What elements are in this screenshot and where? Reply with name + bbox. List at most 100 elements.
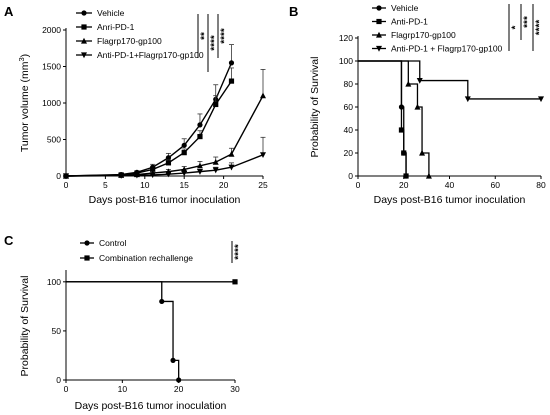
x-tick-label-a: 0 bbox=[64, 180, 69, 190]
y-tick-label-b: 0 bbox=[348, 171, 353, 181]
y-tick-label-b: 60 bbox=[344, 102, 354, 112]
data-point-b bbox=[403, 173, 409, 179]
series-b-3 bbox=[358, 60, 544, 103]
data-point-c bbox=[232, 279, 238, 285]
data-point-a bbox=[165, 155, 172, 161]
panel-b: 0 20 40 60 80 0 20 40 60 80 100 120 Days post-B16 tu… bbox=[309, 3, 546, 206]
panel-c: 0 10 20 30 0 50 100 Days post-B16 tumor inocula… bbox=[19, 238, 244, 412]
y-tick-label-b: 40 bbox=[344, 125, 354, 135]
data-point-b bbox=[416, 77, 423, 84]
data-point-a bbox=[213, 101, 219, 108]
x-tick-label-b: 80 bbox=[536, 180, 546, 190]
data-point-a bbox=[228, 78, 235, 84]
legend-marker-c bbox=[84, 240, 90, 246]
x-tick-label-c: 20 bbox=[174, 384, 184, 394]
legend-label-b: Vehicle bbox=[391, 3, 419, 13]
y-tick-label-b: 80 bbox=[344, 79, 354, 89]
x-tick-label-a: 10 bbox=[140, 180, 150, 190]
series-a-1 bbox=[63, 67, 235, 179]
y-axis-title-sup: 3 bbox=[17, 57, 26, 61]
x-tick-label-b: 20 bbox=[399, 180, 409, 190]
y-axis-title-end: ) bbox=[19, 54, 31, 58]
y-tick-label-b: 20 bbox=[344, 148, 354, 158]
y-axis-title-c: Probability of Survival bbox=[19, 276, 31, 377]
data-point-b bbox=[425, 172, 432, 179]
y-tick-label-c: 50 bbox=[52, 326, 62, 336]
data-point-b bbox=[398, 127, 405, 133]
x-axis-title-b: Days post-B16 tumor inoculation bbox=[374, 194, 526, 206]
legend-label-a: Vehicle bbox=[97, 8, 125, 18]
legend-label-b: Flagrp170-gp100 bbox=[391, 30, 456, 40]
legend-label-a: Flagrp170-gp100 bbox=[97, 36, 162, 46]
series-a-2 bbox=[63, 69, 266, 179]
legend-label-a: Anri-PD-1 bbox=[97, 22, 135, 32]
legend-label-a: Anti-PD-1+Flagrp170-gp100 bbox=[97, 50, 204, 60]
x-tick-label-c: 0 bbox=[64, 384, 69, 394]
data-point-a bbox=[149, 172, 156, 179]
x-tick-label-c: 30 bbox=[230, 384, 240, 394]
legend-marker-a bbox=[81, 37, 87, 44]
data-point-a bbox=[165, 171, 172, 178]
legend-label-c: Combination rechallenge bbox=[99, 253, 193, 263]
data-point-a bbox=[260, 92, 266, 99]
panel-letter-c: C bbox=[4, 233, 14, 248]
series-a-3 bbox=[63, 136, 266, 180]
series-line-a bbox=[65, 62, 233, 177]
data-point-a bbox=[212, 167, 219, 174]
series-b-2 bbox=[358, 60, 432, 179]
significance-stars-b: * bbox=[510, 25, 521, 29]
series-c-1 bbox=[66, 279, 238, 285]
data-point-b bbox=[414, 103, 421, 110]
data-point-b bbox=[419, 149, 426, 156]
x-tick-label-a: 20 bbox=[219, 180, 229, 190]
y-tick-label-c: 100 bbox=[47, 277, 61, 287]
data-point-a bbox=[196, 169, 203, 175]
x-tick-label-b: 40 bbox=[445, 180, 455, 190]
significance-stars-a: **** bbox=[209, 35, 220, 51]
x-tick-label-b: 60 bbox=[491, 180, 501, 190]
data-point-a bbox=[181, 170, 188, 177]
y-axis-title-b: Probability of Survival bbox=[309, 57, 321, 158]
data-point-a bbox=[63, 173, 69, 180]
survival-curve-b bbox=[358, 60, 541, 100]
panel-letter-b: B bbox=[289, 4, 298, 19]
legend-marker-a bbox=[81, 10, 87, 16]
significance-stars-c: **** bbox=[233, 244, 244, 260]
y-tick-label-a: 1000 bbox=[42, 98, 61, 108]
data-point-a bbox=[197, 122, 203, 128]
y-tick-label-a: 500 bbox=[47, 135, 61, 145]
data-point-a bbox=[118, 173, 125, 179]
legend-marker-b bbox=[376, 18, 382, 25]
data-point-a bbox=[181, 142, 187, 148]
survival-curve-b bbox=[358, 60, 407, 176]
data-point-a bbox=[165, 160, 172, 166]
y-tick-label-b: 120 bbox=[339, 33, 353, 43]
legend-marker-a bbox=[81, 52, 87, 59]
survival-curve-b bbox=[358, 60, 407, 176]
y-tick-label-a: 2000 bbox=[42, 25, 61, 35]
data-point-a bbox=[212, 158, 219, 165]
data-point-a bbox=[133, 172, 140, 179]
y-axis-title-a: Tumor volume (mm3) bbox=[17, 54, 31, 152]
legend-marker-a bbox=[81, 24, 87, 30]
y-tick-label-a: 1500 bbox=[42, 62, 61, 72]
data-point-a bbox=[196, 162, 203, 169]
series-line-a bbox=[65, 80, 233, 177]
series-b-1 bbox=[358, 60, 409, 179]
y-tick-label-c: 0 bbox=[56, 375, 61, 385]
survival-curve-c bbox=[66, 281, 180, 380]
x-tick-label-c: 10 bbox=[118, 384, 128, 394]
data-point-a bbox=[228, 150, 235, 157]
panel-letter-a: A bbox=[4, 4, 14, 19]
significance-stars-b: *** bbox=[522, 16, 533, 28]
data-point-b bbox=[405, 80, 412, 87]
data-point-a bbox=[181, 150, 187, 156]
x-tick-label-a: 5 bbox=[103, 180, 108, 190]
data-point-a bbox=[197, 133, 203, 140]
data-point-b bbox=[538, 96, 544, 103]
data-point-c bbox=[159, 298, 165, 305]
data-point-a bbox=[228, 164, 235, 171]
y-tick-label-a: 0 bbox=[56, 171, 61, 181]
data-point-a bbox=[260, 152, 266, 159]
x-tick-label-a: 25 bbox=[258, 180, 268, 190]
